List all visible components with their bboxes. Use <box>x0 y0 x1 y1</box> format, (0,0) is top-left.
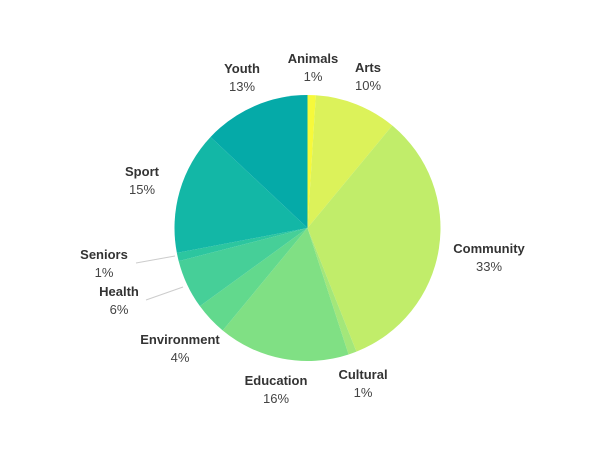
slice-label-percent: 33% <box>476 259 502 274</box>
slice-label-percent: 1% <box>354 385 373 400</box>
slice-label-percent: 13% <box>229 79 255 94</box>
slice-label-name: Animals <box>288 51 339 66</box>
pie-slice-sport[interactable] <box>174 136 308 253</box>
slice-label-name: Health <box>99 284 139 299</box>
pie-slice-seniors[interactable] <box>176 228 308 262</box>
pie-slice-education[interactable] <box>222 228 349 362</box>
pie-slice-cultural[interactable] <box>307 228 357 355</box>
slice-label-percent: 4% <box>171 350 190 365</box>
slice-label-percent: 10% <box>355 78 381 93</box>
slice-label-percent: 6% <box>110 302 129 317</box>
slice-label-percent: 15% <box>129 182 155 197</box>
slice-label-name: Youth <box>224 61 260 76</box>
pie-slice-youth[interactable] <box>210 95 308 228</box>
pie-slice-community[interactable] <box>307 125 441 352</box>
pie-slice-animals[interactable] <box>307 95 316 228</box>
slice-label-percent: 1% <box>304 69 323 84</box>
slice-label-percent: 16% <box>263 391 289 406</box>
pie-slice-health[interactable] <box>178 228 308 307</box>
slice-label-name: Education <box>245 373 308 388</box>
slice-label-name: Seniors <box>80 247 128 262</box>
slice-label-name: Community <box>453 241 525 256</box>
slice-label-name: Arts <box>355 60 381 75</box>
pie-slice-environment[interactable] <box>199 228 308 331</box>
leader-line-seniors <box>135 255 176 264</box>
leader-line-health <box>145 286 184 301</box>
slice-label-name: Sport <box>125 164 160 179</box>
pie-slice-arts[interactable] <box>307 95 393 228</box>
slice-label-name: Cultural <box>338 367 387 382</box>
slice-label-percent: 1% <box>95 265 114 280</box>
slice-label-name: Environment <box>140 332 220 347</box>
